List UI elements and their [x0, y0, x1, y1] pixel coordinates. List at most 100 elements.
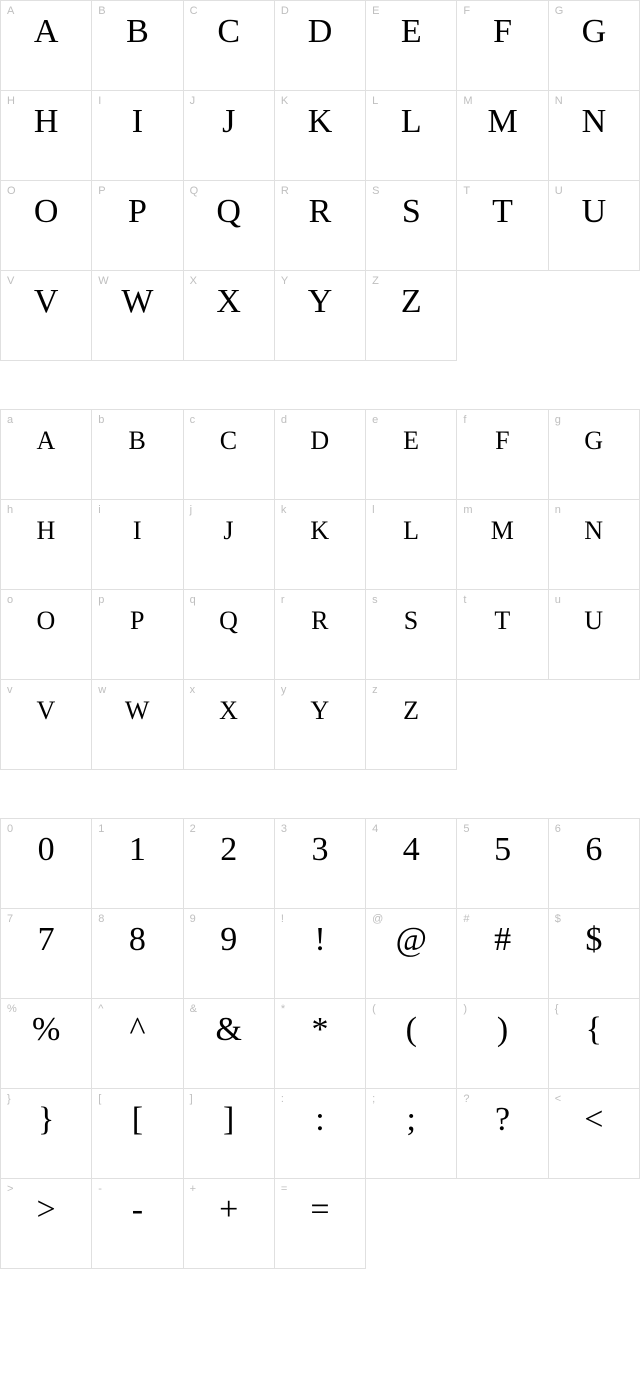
- glyph-cell[interactable]: $$: [549, 909, 640, 999]
- glyph-cell[interactable]: YY: [275, 271, 366, 361]
- glyph-cell[interactable]: [[: [92, 1089, 183, 1179]
- glyph-cell[interactable]: NN: [549, 91, 640, 181]
- glyph-cell[interactable]: gG: [549, 410, 640, 500]
- cell-corner-label: Y: [281, 275, 288, 287]
- cell-glyph: 8: [129, 923, 146, 957]
- glyph-cell[interactable]: --: [92, 1179, 183, 1269]
- cell-corner-label: K: [281, 95, 288, 107]
- glyph-cell[interactable]: %%: [1, 999, 92, 1089]
- glyph-cell[interactable]: II: [92, 91, 183, 181]
- glyph-cell[interactable]: @@: [366, 909, 457, 999]
- glyph-cell[interactable]: 33: [275, 819, 366, 909]
- glyph-cell[interactable]: TT: [457, 181, 548, 271]
- glyph-cell[interactable]: !!: [275, 909, 366, 999]
- glyph-cell[interactable]: 77: [1, 909, 92, 999]
- glyph-cell[interactable]: MM: [457, 91, 548, 181]
- glyph-cell[interactable]: xX: [184, 680, 275, 770]
- cell-corner-label: -: [98, 1183, 102, 1195]
- glyph-cell[interactable]: ==: [275, 1179, 366, 1269]
- glyph-cell[interactable]: VV: [1, 271, 92, 361]
- glyph-cell[interactable]: yY: [275, 680, 366, 770]
- glyph-cell[interactable]: 88: [92, 909, 183, 999]
- cell-glyph: W: [125, 698, 150, 724]
- glyph-cell[interactable]: qQ: [184, 590, 275, 680]
- glyph-cell[interactable]: ^^: [92, 999, 183, 1089]
- glyph-cell[interactable]: uU: [549, 590, 640, 680]
- glyph-cell[interactable]: 11: [92, 819, 183, 909]
- glyph-cell[interactable]: cC: [184, 410, 275, 500]
- glyph-cell[interactable]: )): [457, 999, 548, 1089]
- glyph-cell[interactable]: sS: [366, 590, 457, 680]
- cell-glyph: 0: [38, 833, 55, 867]
- glyph-cell[interactable]: XX: [184, 271, 275, 361]
- glyph-cell[interactable]: HH: [1, 91, 92, 181]
- glyph-cell[interactable]: ++: [184, 1179, 275, 1269]
- glyph-cell[interactable]: kK: [275, 500, 366, 590]
- cell-corner-label: g: [555, 414, 561, 426]
- glyph-cell[interactable]: CC: [184, 1, 275, 91]
- cell-corner-label: ;: [372, 1093, 375, 1105]
- glyph-cell[interactable]: PP: [92, 181, 183, 271]
- glyph-cell[interactable]: 99: [184, 909, 275, 999]
- glyph-cell[interactable]: pP: [92, 590, 183, 680]
- glyph-cell[interactable]: ZZ: [366, 271, 457, 361]
- glyph-cell[interactable]: <<: [549, 1089, 640, 1179]
- glyph-cell[interactable]: QQ: [184, 181, 275, 271]
- glyph-cell[interactable]: zZ: [366, 680, 457, 770]
- glyph-cell[interactable]: vV: [1, 680, 92, 770]
- glyph-cell[interactable]: LL: [366, 91, 457, 181]
- cell-glyph: S: [402, 195, 421, 229]
- glyph-cell[interactable]: oO: [1, 590, 92, 680]
- glyph-cell[interactable]: fF: [457, 410, 548, 500]
- glyph-cell[interactable]: eE: [366, 410, 457, 500]
- glyph-cell[interactable]: OO: [1, 181, 92, 271]
- cell-glyph: <: [584, 1103, 603, 1137]
- glyph-cell[interactable]: 22: [184, 819, 275, 909]
- glyph-cell[interactable]: wW: [92, 680, 183, 770]
- glyph-cell[interactable]: DD: [275, 1, 366, 91]
- glyph-cell[interactable]: >>: [1, 1179, 92, 1269]
- glyph-cell[interactable]: }}: [1, 1089, 92, 1179]
- glyph-cell[interactable]: ((: [366, 999, 457, 1089]
- glyph-cell[interactable]: iI: [92, 500, 183, 590]
- glyph-cell[interactable]: FF: [457, 1, 548, 91]
- glyph-cell[interactable]: ::: [275, 1089, 366, 1179]
- glyph-cell[interactable]: ??: [457, 1089, 548, 1179]
- glyph-cell[interactable]: bB: [92, 410, 183, 500]
- glyph-cell[interactable]: nN: [549, 500, 640, 590]
- cell-glyph: 7: [38, 923, 55, 957]
- glyph-cell[interactable]: SS: [366, 181, 457, 271]
- glyph-cell[interactable]: ]]: [184, 1089, 275, 1179]
- glyph-cell[interactable]: tT: [457, 590, 548, 680]
- glyph-cell[interactable]: mM: [457, 500, 548, 590]
- glyph-cell[interactable]: dD: [275, 410, 366, 500]
- glyph-cell[interactable]: UU: [549, 181, 640, 271]
- cell-corner-label: %: [7, 1003, 17, 1015]
- glyph-cell[interactable]: 00: [1, 819, 92, 909]
- glyph-cell[interactable]: WW: [92, 271, 183, 361]
- glyph-cell[interactable]: 66: [549, 819, 640, 909]
- glyph-cell[interactable]: BB: [92, 1, 183, 91]
- glyph-cell[interactable]: aA: [1, 410, 92, 500]
- glyph-cell[interactable]: 55: [457, 819, 548, 909]
- glyph-cell[interactable]: rR: [275, 590, 366, 680]
- glyph-cell[interactable]: jJ: [184, 500, 275, 590]
- cell-glyph: P: [130, 608, 145, 634]
- glyph-cell[interactable]: AA: [1, 1, 92, 91]
- glyph-cell[interactable]: lL: [366, 500, 457, 590]
- glyph-cell[interactable]: hH: [1, 500, 92, 590]
- cell-glyph: X: [219, 698, 238, 724]
- glyph-cell[interactable]: RR: [275, 181, 366, 271]
- glyph-cell[interactable]: ##: [457, 909, 548, 999]
- cell-glyph: %: [32, 1013, 60, 1047]
- glyph-cell[interactable]: ;;: [366, 1089, 457, 1179]
- glyph-cell[interactable]: EE: [366, 1, 457, 91]
- glyph-cell[interactable]: {{: [549, 999, 640, 1089]
- glyph-cell[interactable]: GG: [549, 1, 640, 91]
- cell-corner-label: !: [281, 913, 284, 925]
- glyph-cell[interactable]: KK: [275, 91, 366, 181]
- glyph-cell[interactable]: JJ: [184, 91, 275, 181]
- glyph-cell[interactable]: 44: [366, 819, 457, 909]
- glyph-cell[interactable]: &&: [184, 999, 275, 1089]
- glyph-cell[interactable]: **: [275, 999, 366, 1089]
